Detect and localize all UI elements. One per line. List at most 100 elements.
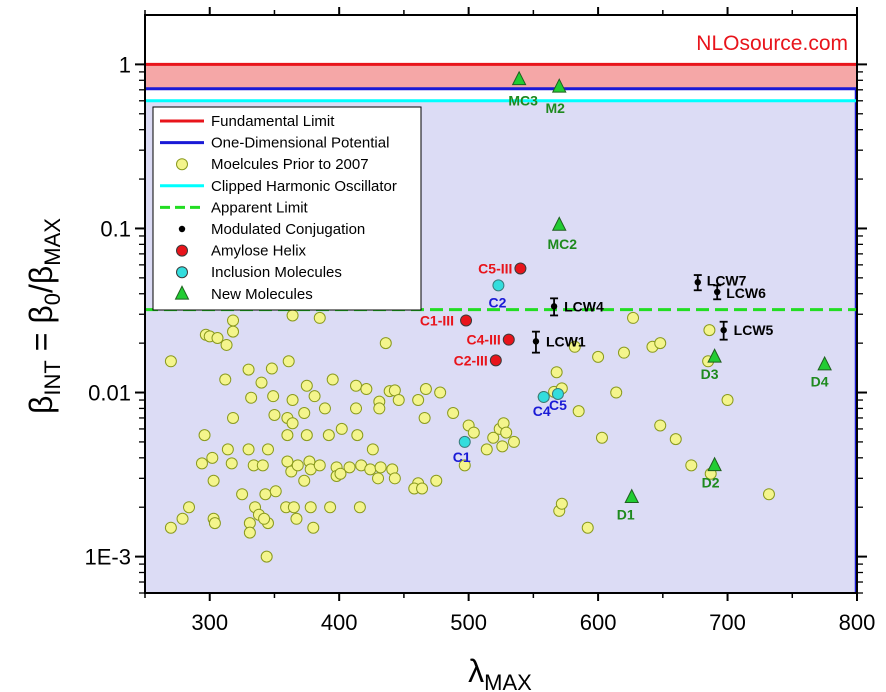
amylose-helix-point [514, 262, 527, 275]
prior-molecule-point [350, 402, 363, 415]
prior-molecule-point [627, 311, 640, 324]
legend-dot-swatch [178, 225, 186, 233]
prior-molecule-point [287, 501, 300, 514]
new-molecule-point [817, 355, 832, 371]
prior-molecule-point [290, 512, 303, 525]
prior-molecule-point [507, 435, 520, 448]
prior-molecule-point [350, 379, 363, 392]
point-label: C2 [488, 294, 506, 310]
prior-molecule-point [227, 411, 240, 424]
prior-molecule-point [307, 521, 320, 534]
prior-molecule-point [265, 362, 278, 375]
prior-molecule-point [592, 350, 605, 363]
x-tick-label: 700 [709, 610, 746, 635]
new-molecule-point [551, 216, 567, 231]
axes: 300 400 500 600 700 800 1E-3 0.01 0.1 1 λMAX βINT =… [23, 7, 875, 692]
prior-molecule-point [243, 526, 256, 539]
prior-molecule-point [286, 309, 299, 322]
prior-molecule-point [487, 431, 500, 444]
new-molecule-point [707, 456, 722, 472]
prior-molecule-point [281, 455, 294, 468]
prior-molecule-point [291, 459, 304, 472]
point-label: C1-III [420, 312, 454, 328]
legend-circle-swatch [176, 266, 188, 279]
point-label: D3 [701, 366, 719, 382]
prior-molecule-point [176, 512, 189, 525]
new-molecule-point [707, 348, 722, 363]
prior-molecule-point [208, 517, 221, 530]
modulated-conjugation-point [694, 279, 701, 286]
prior-molecule-point [703, 324, 716, 337]
prior-molecule-point [225, 457, 238, 470]
legend-circle-swatch [176, 244, 188, 257]
prior-molecule-point [351, 429, 364, 442]
prior-molecule-point [654, 337, 667, 350]
amylose-helix-point [460, 314, 473, 327]
x-tick-label: 500 [450, 610, 487, 635]
watermark-text: NLOsource.com [696, 32, 848, 55]
prior-molecule-point [245, 391, 258, 404]
prior-molecule-point [434, 386, 447, 399]
prior-molecule-point [318, 402, 331, 415]
prior-molecule-point [221, 443, 234, 456]
prior-molecule-point [418, 411, 431, 424]
prior-molecule-point [322, 429, 335, 442]
prior-molecule-point [379, 337, 392, 350]
prior-molecule-point [334, 467, 347, 480]
point-label: LCW7 [707, 272, 747, 288]
x-tick-label: 300 [191, 610, 228, 635]
x-tick-label: 600 [580, 610, 617, 635]
prior-molecule-point [227, 314, 240, 327]
prior-molecule-point [447, 407, 460, 420]
fundamental-gap-region [145, 64, 857, 89]
prior-molecule-point [550, 366, 563, 379]
prior-molecule-point [654, 419, 667, 432]
prior-molecule-point [500, 426, 513, 439]
prior-molecule-point [207, 474, 220, 487]
point-label: LCW6 [726, 285, 766, 301]
inclusion-molecule-point [492, 279, 505, 292]
prior-molecule-point [568, 340, 581, 353]
new-molecule-point [551, 78, 567, 93]
legend-label: New Molecules [211, 286, 313, 303]
point-label: C4 [533, 403, 551, 419]
prior-molecule-point [343, 461, 356, 474]
inclusion-molecule-point [458, 435, 471, 448]
legend-label: Modulated Conjugation [211, 221, 365, 238]
point-label: C1 [453, 449, 471, 465]
point-label: LCW1 [546, 333, 586, 349]
prior-molecule-point [364, 463, 377, 476]
prior-molecule-point [300, 379, 313, 392]
prior-molecule-point [610, 386, 623, 399]
point-label: LCW5 [734, 322, 774, 338]
inclusion-molecule-point [551, 387, 564, 400]
prior-molecule-point [617, 346, 630, 359]
prior-molecule-point [300, 429, 313, 442]
point-label: C2-III [454, 352, 488, 368]
prior-molecule-point [458, 459, 471, 472]
prior-molecule-point [242, 363, 255, 376]
amylose-helix-point [502, 333, 515, 346]
prior-molecule-point [211, 331, 224, 344]
data-points [164, 70, 832, 563]
point-label: C5-III [478, 261, 512, 277]
legend-label: Amylose Helix [211, 243, 307, 260]
prior-molecule-point [373, 402, 386, 415]
x-tick-label: 400 [321, 610, 358, 635]
prior-molecule-point [313, 459, 326, 472]
prior-molecule-point [236, 488, 249, 501]
prior-molecule-point [261, 443, 274, 456]
prior-molecule-point [412, 394, 425, 407]
prior-molecule-point [685, 459, 698, 472]
prior-molecule-point [164, 521, 177, 534]
prior-molecule-point [496, 440, 509, 453]
prior-molecule-point [267, 390, 280, 403]
point-label: D1 [617, 506, 635, 522]
new-molecule-point [624, 488, 640, 504]
prior-molecule-point [164, 355, 177, 368]
prior-molecule-point [256, 459, 269, 472]
prior-molecule-point [595, 431, 608, 444]
y-tick-label: 1E-3 [85, 545, 131, 570]
point-label: LCW4 [564, 298, 604, 314]
prior-molecule-point [572, 405, 585, 418]
